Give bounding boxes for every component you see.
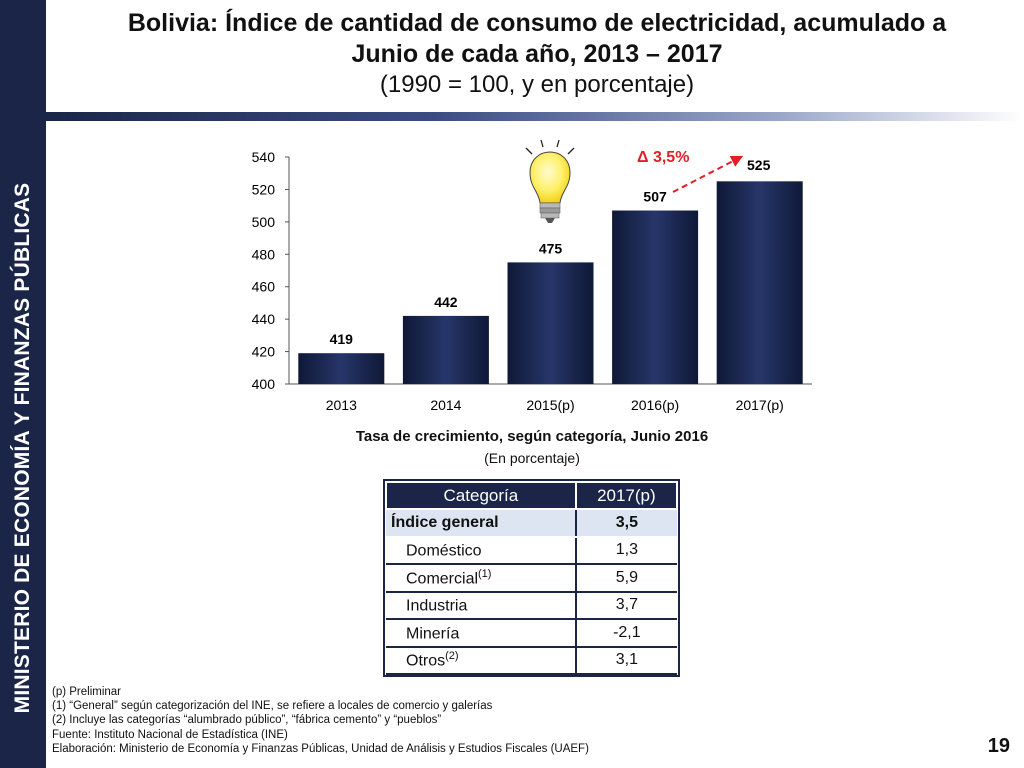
row-label: Comercial (406, 569, 479, 587)
row-value: 1,3 (575, 536, 677, 565)
row-label-cell: Industria (386, 591, 577, 620)
y-tick-label: 520 (252, 181, 276, 197)
row-label-cell: Doméstico (386, 536, 577, 565)
bar-value-label: 507 (643, 189, 667, 205)
table-row-general: Índice general 3,5 (386, 509, 677, 538)
bar-value-label: 475 (539, 240, 563, 256)
table-row: Comercial(1) 5,9 (386, 564, 677, 593)
bar-value-label: 419 (330, 331, 354, 347)
table-header-row: Categoría 2017(p) (385, 481, 679, 510)
x-tick-label: 2013 (326, 397, 357, 413)
row-note: (1) (478, 567, 492, 580)
category-table: Categoría 2017(p) Índice general 3,5 Dom… (383, 479, 680, 677)
x-tick-label: 2016(p) (631, 397, 679, 413)
bar-2015(p) (507, 262, 594, 384)
table-row: Industria 3,7 (386, 591, 677, 620)
page-number: 19 (987, 735, 1010, 757)
footnote-line: (p) Preliminar (52, 686, 122, 698)
row-label: Índice general (386, 509, 577, 538)
bar-2014 (402, 315, 489, 384)
lightbulb-icon (525, 139, 575, 223)
row-note: (2) (445, 650, 459, 663)
row-value: 3,1 (575, 646, 677, 675)
table-title: Tasa de crecimiento, según categoría, Ju… (355, 428, 709, 445)
y-tick-label: 440 (252, 311, 276, 327)
x-tick-label: 2015(p) (526, 397, 574, 413)
title-line-1: Bolivia: Índice de cantidad de consumo d… (127, 9, 947, 37)
table-row: Minería -2,1 (386, 619, 677, 648)
title-divider (40, 112, 1024, 121)
bar-2017(p) (716, 181, 803, 384)
y-tick-label: 480 (252, 246, 276, 262)
growth-arrow (672, 155, 744, 193)
x-tick-label: 2014 (430, 397, 461, 413)
y-tick-label: 420 (252, 344, 276, 360)
row-value: 3,5 (575, 509, 677, 538)
sidebar-band: MINISTERIO DE ECONOMÍA Y FINANZAS PÚBLIC… (0, 0, 46, 768)
table-subtitle: (En porcentaje) (484, 450, 580, 466)
footnotes: (p) Preliminar (1) “General” según categ… (52, 685, 589, 756)
row-value: 5,9 (575, 564, 677, 593)
title-line-2: Junio de cada año, 2013 – 2017 (351, 40, 723, 68)
table-row: Doméstico 1,3 (386, 536, 677, 565)
table-row: Otros(2) 3,1 (386, 646, 677, 675)
row-label-cell: Otros(2) (386, 646, 577, 675)
y-tick-label: 500 (252, 214, 276, 230)
growth-annotation: Δ 3,5% (637, 149, 689, 166)
row-label-cell: Comercial(1) (386, 564, 577, 593)
bar-value-label: 525 (747, 157, 771, 173)
bar-2013 (298, 353, 385, 384)
y-tick-label: 540 (252, 149, 276, 165)
footnote-line: Elaboración: Ministerio de Economía y Fi… (52, 742, 589, 755)
footnote-line: (2) Incluye las categorías “alumbrado pú… (52, 714, 442, 727)
header-category: Categoría (385, 481, 577, 510)
bar-chart: 400 420 440 460 480 500 520 540 419 2013 442 2014 4… (252, 139, 812, 413)
bar-2016(p) (612, 210, 699, 384)
y-tick-label: 460 (252, 279, 276, 295)
row-label: Doméstico (406, 542, 482, 560)
slide-title: Bolivia: Índice de cantidad de consumo d… (50, 8, 1024, 100)
row-label-cell: Minería (386, 619, 577, 648)
footnote-line: Fuente: Instituto Nacional de Estadístic… (52, 728, 288, 741)
row-label: Industria (406, 597, 468, 615)
footnote-line: (1) “General” según categorización del I… (52, 700, 493, 713)
row-value: -2,1 (575, 619, 677, 648)
header-year: 2017(p) (574, 481, 679, 510)
y-tick-label: 400 (252, 376, 276, 392)
title-subtitle: (1990 = 100, y en porcentaje) (379, 71, 695, 98)
row-label: Otros (406, 652, 446, 670)
row-label: Minería (406, 624, 460, 642)
x-tick-label: 2017(p) (736, 397, 784, 413)
row-value: 3,7 (575, 591, 677, 620)
bar-value-label: 442 (434, 294, 458, 310)
